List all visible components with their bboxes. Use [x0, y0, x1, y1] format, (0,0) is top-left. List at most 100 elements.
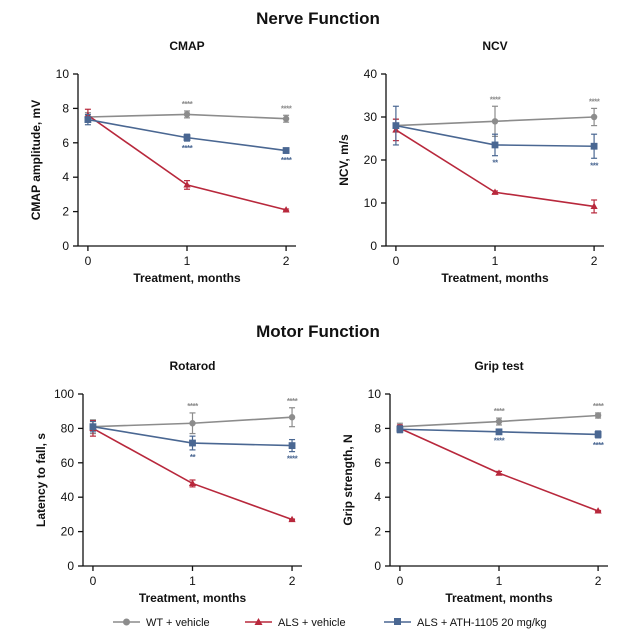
- y-tick-label: 40: [364, 67, 378, 81]
- y-tick-label: 0: [67, 559, 74, 573]
- x-tick-label: 2: [591, 254, 598, 268]
- chart-rotarod: Rotarod 0 20 40 60 80 100 0 1 2 Treatment, months L…: [34, 359, 302, 605]
- data-point-als-vehicle: [491, 188, 499, 195]
- significance-mark: ****: [287, 397, 299, 406]
- y-tick-label: 20: [61, 525, 75, 539]
- x-axis-label: Treatment, months: [133, 271, 241, 285]
- chart-ncv: NCV 0 10 20 30 40 0 1 2 Treatment, months NCV, m/s…: [337, 39, 604, 285]
- data-point-als-ath-1105-20-mg-kg: [590, 142, 598, 150]
- y-tick-label: 8: [374, 421, 381, 435]
- data-point-als-vehicle: [183, 181, 191, 188]
- data-point-als-vehicle: [590, 202, 598, 210]
- y-tick-label: 10: [56, 67, 70, 81]
- significance-mark: ****: [182, 100, 194, 109]
- y-tick-label: 6: [374, 456, 381, 470]
- data-point-wt-vehicle: [590, 113, 598, 121]
- y-tick-label: 4: [374, 490, 381, 504]
- legend-item-wt-vehicle: WT + vehicle: [113, 617, 210, 629]
- data-point-wt-vehicle: [183, 111, 191, 118]
- y-tick-label: 6: [62, 136, 69, 150]
- series-line-als-vehicle: [87, 114, 287, 211]
- data-point-als-vehicle: [188, 479, 197, 487]
- y-axis-label: NCV, m/s: [337, 134, 351, 186]
- y-tick-label: 60: [61, 456, 75, 470]
- legend-item-als-ath1105: ALS + ATH-1105 20 mg/kg: [384, 617, 547, 629]
- x-tick-label: 2: [595, 574, 602, 588]
- x-axis-label: Treatment, months: [139, 591, 247, 605]
- data-point-wt-vehicle: [491, 118, 499, 125]
- x-tick-label: 0: [90, 574, 97, 588]
- x-tick-label: 1: [496, 574, 503, 588]
- significance-mark: ***: [590, 161, 599, 170]
- data-point-als-ath-1105-20-mg-kg: [396, 425, 404, 433]
- legend: WT + vehicle ALS + vehicle ALS + ATH-110…: [113, 617, 547, 629]
- y-axis-label: Grip strength, N: [341, 434, 355, 525]
- data-point-als-ath-1105-20-mg-kg: [282, 147, 290, 154]
- x-tick-label: 0: [397, 574, 404, 588]
- y-tick-label: 30: [364, 110, 378, 124]
- significance-mark: ****: [182, 144, 194, 153]
- data-point-als-vehicle: [282, 206, 290, 213]
- data-point-als-vehicle: [288, 515, 296, 523]
- data-point-als-ath-1105-20-mg-kg: [89, 423, 97, 431]
- legend-label-als-ath1105: ALS + ATH-1105 20 mg/kg: [417, 617, 547, 629]
- legend-marker-square: [394, 618, 401, 625]
- data-point-als-ath-1105-20-mg-kg: [594, 431, 602, 438]
- significance-mark: ****: [281, 156, 293, 165]
- significance-mark: ****: [187, 402, 199, 411]
- data-point-als-ath-1105-20-mg-kg: [189, 439, 196, 447]
- section-title-motor-function: Motor Function: [256, 322, 380, 341]
- section-title-nerve-function: Nerve Function: [256, 9, 380, 28]
- y-tick-label: 100: [54, 387, 74, 401]
- significance-mark: **: [492, 159, 499, 168]
- significance-mark: ****: [287, 455, 299, 464]
- data-point-wt-vehicle: [189, 420, 196, 427]
- y-axis-label: CMAP amplitude, mV: [29, 100, 43, 220]
- y-tick-label: 2: [374, 525, 381, 539]
- x-tick-label: 0: [393, 254, 400, 268]
- data-point-als-ath-1105-20-mg-kg: [84, 116, 92, 123]
- y-tick-label: 0: [374, 559, 381, 573]
- y-tick-label: 10: [368, 387, 382, 401]
- data-point-als-vehicle: [594, 507, 602, 514]
- y-tick-label: 10: [364, 196, 378, 210]
- significance-mark: ****: [589, 97, 601, 106]
- y-tick-label: 0: [370, 239, 377, 253]
- data-point-als-ath-1105-20-mg-kg: [392, 122, 400, 129]
- legend-item-als-vehicle: ALS + vehicle: [245, 617, 346, 629]
- significance-mark: ****: [281, 104, 293, 113]
- x-tick-label: 1: [492, 254, 499, 268]
- significance-mark: ****: [494, 407, 506, 416]
- legend-label-als-vehicle: ALS + vehicle: [278, 617, 346, 629]
- x-tick-label: 1: [189, 574, 196, 588]
- data-point-als-ath-1105-20-mg-kg: [495, 428, 503, 436]
- significance-mark: ****: [593, 441, 605, 450]
- y-tick-label: 20: [364, 153, 378, 167]
- data-point-als-vehicle: [495, 469, 503, 476]
- data-point-wt-vehicle: [594, 412, 602, 419]
- legend-label-wt-vehicle: WT + vehicle: [146, 617, 210, 629]
- significance-mark: ****: [490, 95, 502, 104]
- panel-title-grip-test: Grip test: [474, 359, 523, 373]
- y-tick-label: 8: [62, 101, 69, 115]
- y-tick-label: 4: [62, 170, 69, 184]
- data-point-als-ath-1105-20-mg-kg: [491, 141, 499, 149]
- x-tick-label: 2: [283, 254, 290, 268]
- panel-title-ncv: NCV: [482, 39, 507, 53]
- x-tick-label: 2: [289, 574, 296, 588]
- x-axis-label: Treatment, months: [441, 271, 549, 285]
- panel-title-rotarod: Rotarod: [170, 359, 216, 373]
- y-tick-label: 0: [62, 239, 69, 253]
- legend-marker-circle: [123, 618, 130, 626]
- significance-mark: **: [190, 453, 197, 462]
- data-point-als-ath-1105-20-mg-kg: [183, 134, 191, 142]
- x-tick-label: 0: [85, 254, 92, 268]
- legend-marker-triangle: [254, 618, 263, 625]
- y-tick-label: 80: [61, 421, 75, 435]
- y-tick-label: 2: [62, 205, 69, 219]
- y-axis-label: Latency to fall, s: [34, 433, 48, 527]
- y-tick-label: 40: [61, 490, 75, 504]
- chart-cmap: CMAP 0 2 4 6 8 10 0 1 2 Treatment, months CMAP ampl…: [29, 39, 296, 285]
- significance-mark: ****: [494, 437, 506, 446]
